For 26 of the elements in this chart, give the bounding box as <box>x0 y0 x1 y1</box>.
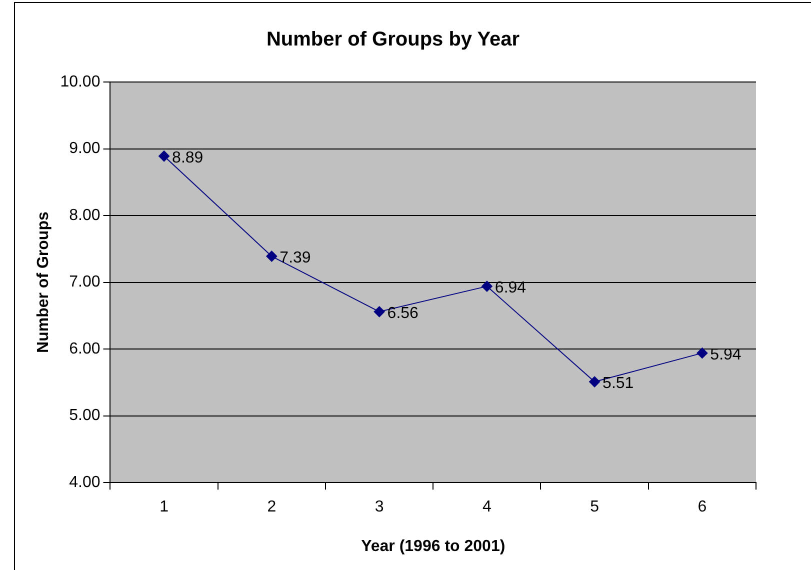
point <box>158 150 170 162</box>
point <box>266 250 278 262</box>
x-tick-label: 6 <box>698 498 707 516</box>
y-tick-label: 6.00 <box>69 340 100 358</box>
y-tick-label: 7.00 <box>69 274 100 291</box>
point <box>589 376 600 388</box>
point <box>696 348 708 359</box>
x-tick-label: 3 <box>374 498 384 516</box>
data-label: 6.56 <box>387 305 419 322</box>
y-tick-label: 9.00 <box>69 140 100 158</box>
y-tick-label: 4.00 <box>69 474 100 492</box>
x-axis-title: Year (1996 to 2001) <box>361 538 506 555</box>
x-tick-label: 2 <box>267 498 276 516</box>
x-tick-label: 1 <box>160 498 169 516</box>
point <box>374 306 385 318</box>
data-label: 5.51 <box>602 375 634 392</box>
x-tick-label: 4 <box>482 498 492 516</box>
chart-title: Number of Groups by Year <box>266 28 520 51</box>
y-tick-label: 5.00 <box>69 407 100 424</box>
y-tick-label: 10.00 <box>60 73 100 90</box>
x-tick-label: 5 <box>590 498 600 516</box>
y-axis-title: Number of Groups <box>35 212 52 353</box>
data-label: 7.39 <box>280 250 311 267</box>
y-tick-label: 8.00 <box>69 206 100 224</box>
data-label: 8.89 <box>172 150 204 167</box>
point <box>481 280 492 292</box>
